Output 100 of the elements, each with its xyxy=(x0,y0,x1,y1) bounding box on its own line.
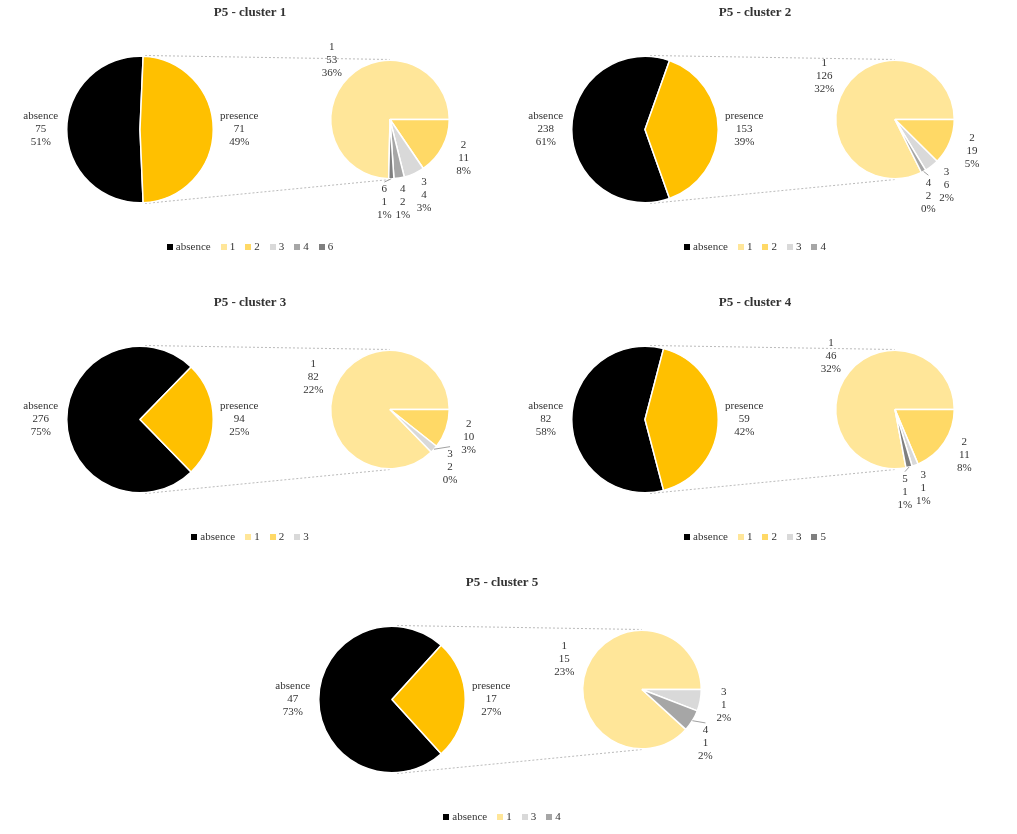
data-label: 15 xyxy=(558,652,571,665)
slice-label: 3 xyxy=(421,175,428,188)
data-label: 53 xyxy=(326,52,338,65)
text: 51% xyxy=(30,135,51,148)
legend-label: 5 xyxy=(819,530,826,542)
text: 22% xyxy=(303,382,324,395)
text: 25% xyxy=(229,425,250,438)
chart-title: P5 - cluster 4 xyxy=(717,294,793,310)
text: 61% xyxy=(535,135,556,148)
slice-label: presence xyxy=(220,109,259,122)
slice-label: presence xyxy=(472,679,511,692)
chart-title: P5 - cluster 3 xyxy=(212,294,288,310)
text: 23% xyxy=(554,665,575,678)
data-label: 4 xyxy=(421,188,428,201)
slice-label: absence xyxy=(528,109,564,122)
slice-label: 2 xyxy=(465,416,472,429)
legend-label: 3 xyxy=(302,530,309,542)
data-label: 1 xyxy=(702,736,709,749)
text: 32% xyxy=(814,81,835,94)
text: 1% xyxy=(395,207,411,220)
legend-label: absence xyxy=(451,810,488,822)
slice-label: 2 xyxy=(460,138,467,151)
data-label: 17 xyxy=(485,692,498,705)
legend-label: 2 xyxy=(277,530,285,542)
data-label: 82 xyxy=(307,369,319,382)
legend-label: absence xyxy=(199,530,236,542)
slice-label: presence xyxy=(725,109,764,122)
slice-label: 3 xyxy=(721,684,728,697)
slice-label: 3 xyxy=(943,164,950,177)
legend-label: 2 xyxy=(770,530,777,542)
legend-label: absence xyxy=(692,240,728,252)
text: 75% xyxy=(30,425,51,438)
slice-label: 1 xyxy=(561,639,568,652)
legend-label: absence xyxy=(692,530,728,542)
legend-label: 2 xyxy=(253,240,260,252)
slice-label: presence xyxy=(220,399,259,412)
legend-label: 4 xyxy=(554,810,561,822)
text: 3% xyxy=(461,442,476,455)
slice-label: 2 xyxy=(969,131,975,144)
text: 0% xyxy=(442,473,458,486)
data-label: 10 xyxy=(463,429,475,442)
chart-title: P5 - cluster 5 xyxy=(464,574,540,590)
text: 36% xyxy=(321,65,342,78)
slice-label: 1 xyxy=(828,336,834,349)
text: 1% xyxy=(915,493,931,506)
data-label: 126 xyxy=(815,68,833,81)
text: 5% xyxy=(964,157,980,170)
slice-label: 4 xyxy=(702,723,709,736)
legend-label: 1 xyxy=(505,810,512,822)
slice-label: 4 xyxy=(925,175,932,188)
legend-label: 4 xyxy=(302,240,309,252)
text: 42% xyxy=(734,425,755,438)
text: 2% xyxy=(716,710,732,723)
data-label: 6 xyxy=(943,177,950,190)
data-label: 2 xyxy=(447,460,453,473)
text: 49% xyxy=(229,135,250,148)
legend-label: 1 xyxy=(745,240,753,252)
text: 32% xyxy=(820,362,841,375)
data-label: 238 xyxy=(537,122,555,135)
legend-label: 3 xyxy=(794,240,802,252)
slice-label: 1 xyxy=(821,55,827,68)
chart-title: P5 - cluster 1 xyxy=(212,4,288,20)
text: 8% xyxy=(456,164,471,177)
legend-label: 1 xyxy=(228,240,236,252)
data-label: 1 xyxy=(920,480,926,493)
legend-label: 1 xyxy=(745,530,753,542)
text: 3% xyxy=(416,201,432,214)
data-label: 2 xyxy=(925,188,932,201)
slice-label: absence xyxy=(23,399,59,412)
data-label: 11 xyxy=(959,448,970,461)
data-label: 276 xyxy=(32,412,50,425)
data-label: 2 xyxy=(400,194,406,207)
text: 1% xyxy=(377,208,392,221)
slice-label: absence xyxy=(275,679,311,692)
legend-label: 1 xyxy=(253,530,260,542)
data-label: 47 xyxy=(287,692,299,705)
legend-label: 2 xyxy=(770,240,777,252)
slice-label: 3 xyxy=(920,467,927,480)
legend-label: 4 xyxy=(819,240,826,252)
data-label: 94 xyxy=(233,412,246,425)
data-label: 82 xyxy=(540,412,552,425)
text: 0% xyxy=(921,201,936,214)
chart-title: P5 - cluster 2 xyxy=(717,4,793,20)
data-label: 59 xyxy=(738,412,751,425)
text: 2% xyxy=(698,749,713,762)
text: 73% xyxy=(282,705,303,718)
text: 1% xyxy=(897,498,913,511)
legend-label: 3 xyxy=(794,530,802,542)
data-label: 1 xyxy=(902,485,908,498)
slice-label: absence xyxy=(23,109,59,122)
data-label: 46 xyxy=(825,349,837,362)
slice-label: 6 xyxy=(381,182,388,195)
slice-label: 2 xyxy=(961,435,968,448)
data-label: 1 xyxy=(721,697,727,710)
data-label: 71 xyxy=(233,122,245,135)
slice-label: 4 xyxy=(400,181,407,194)
slice-label: presence xyxy=(725,399,764,412)
data-label: 19 xyxy=(966,144,978,157)
slice-label: absence xyxy=(528,399,564,412)
text: 27% xyxy=(481,705,502,718)
